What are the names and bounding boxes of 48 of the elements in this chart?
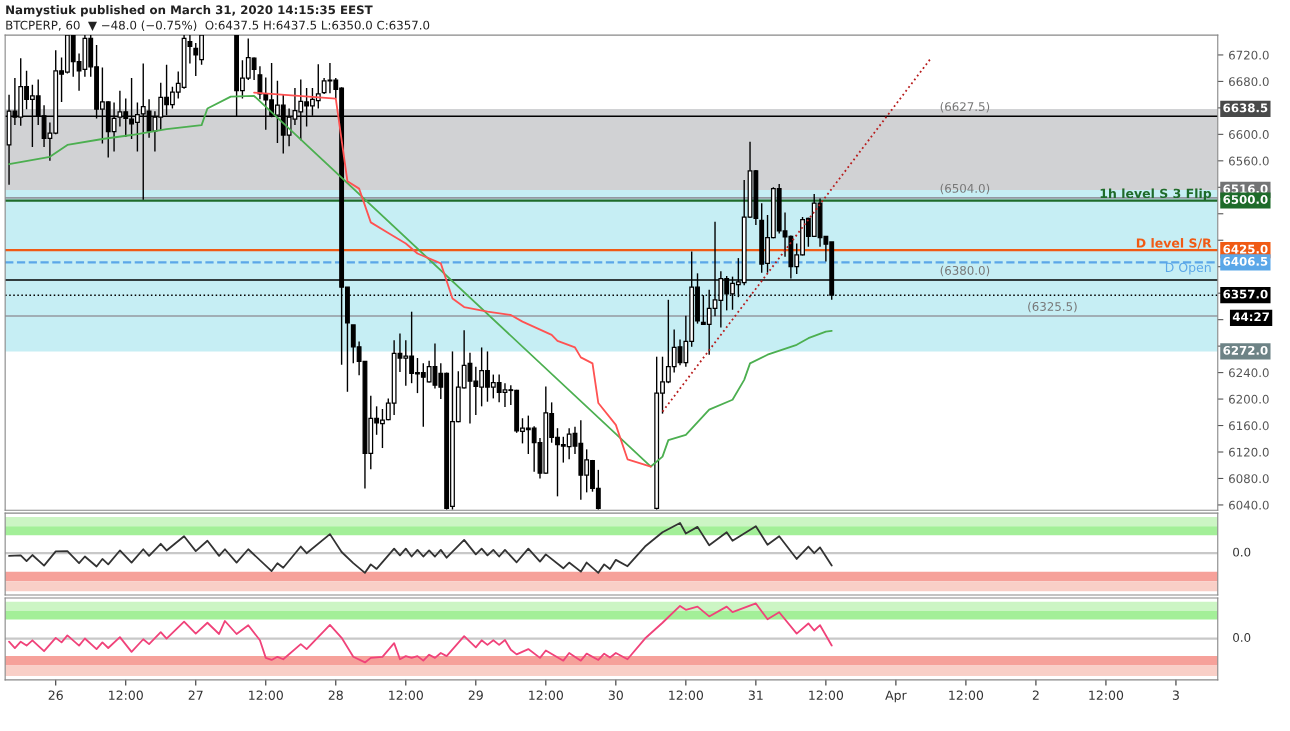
ref-line-label: 0.0 [1233, 633, 1251, 642]
x-tick-label: 31 [748, 690, 763, 700]
x-tick-label: 29 [468, 690, 483, 700]
annotation: (6627.5) [940, 101, 990, 113]
y-tick-label: 6680.0 [1229, 77, 1269, 87]
y-tick-label: 6160.0 [1229, 421, 1269, 431]
x-tick-label: 2 [1032, 690, 1039, 700]
x-tick-label: 26 [48, 690, 63, 700]
ref-line-label: 0.0 [1233, 547, 1251, 557]
x-tick-label: 12:00 [389, 690, 423, 700]
annotation: (6380.0) [940, 265, 990, 277]
y-tick-label: 6240.0 [1229, 368, 1269, 378]
y-tick-label: 6720.0 [1229, 50, 1269, 60]
ref-line-label: 1h level S 3 Flip [1100, 188, 1212, 201]
annotation: (6325.5) [1028, 301, 1077, 313]
x-tick-label: 12:00 [109, 690, 143, 700]
x-tick-label: 28 [328, 690, 343, 700]
ref-line-label: D Open [1165, 262, 1211, 275]
x-tick-label: 12:00 [809, 690, 844, 700]
chart-title: Namystiuk published on March 31, 2020 14:15:35 EEST [6, 5, 373, 17]
text: 6272.0 [1223, 345, 1268, 355]
line-series [253, 91, 652, 468]
text: 6425.0 [1223, 244, 1268, 254]
text: 44:27 [1232, 312, 1269, 322]
ref-line-label: D level S/R [1136, 238, 1212, 249]
x-tick-label: Apr [885, 690, 907, 703]
y-tick-label: 6080.0 [1229, 474, 1269, 484]
text: 6500.0 [1223, 195, 1268, 204]
text: 6516.0 [1223, 184, 1268, 194]
x-tick-label: 12:00 [949, 690, 984, 700]
x-tick-label: 12:00 [1089, 690, 1124, 700]
x-tick-label: 12:00 [529, 690, 563, 700]
x-tick-label: 12:00 [669, 690, 704, 700]
x-tick-label: 30 [608, 690, 623, 700]
chart-subtitle: BTCPERP, 60 ▼ −48.0 (−0.75%) O:6437.5 H:6437.5 L:6350.0 C:6357.0 [6, 20, 430, 31]
x-tick-label: 12:00 [249, 690, 283, 700]
y-tick-label: 6120.0 [1229, 447, 1269, 457]
text: 6638.5 [1223, 103, 1268, 113]
y-tick-label: 6040.0 [1229, 500, 1269, 510]
y-tick-label: 6600.0 [1229, 130, 1269, 140]
annotation: (6504.0) [940, 183, 990, 195]
x-tick-label: 3 [1172, 690, 1179, 700]
text: 6357.0 [1223, 289, 1268, 299]
y-tick-label: 6560.0 [1229, 156, 1269, 166]
y-tick-label: 6200.0 [1229, 394, 1269, 404]
text: 6406.5 [1223, 256, 1268, 266]
x-tick-label: 27 [188, 690, 203, 700]
line-series [8, 95, 833, 468]
